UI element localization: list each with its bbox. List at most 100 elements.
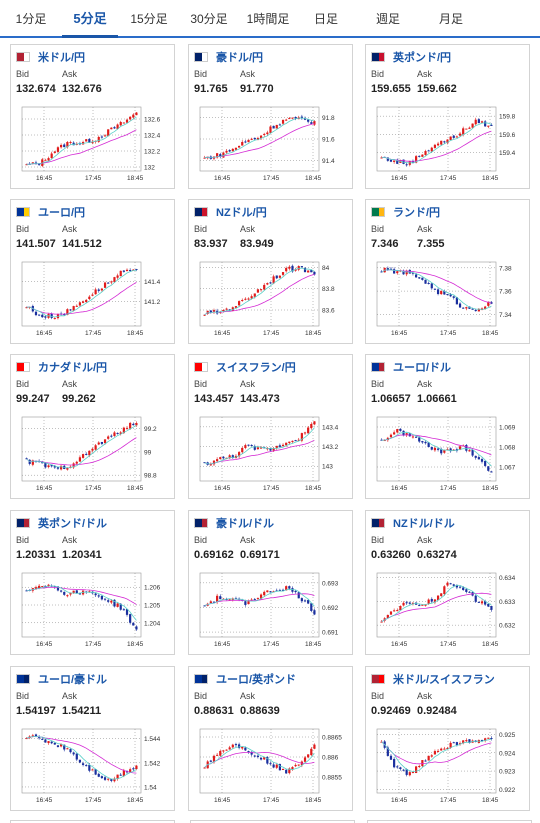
candle-body: [253, 293, 256, 297]
candle-body: [266, 448, 269, 450]
y-tick-label: 1.542: [144, 760, 161, 767]
y-tick-label: 132.4: [144, 133, 161, 140]
x-tick-label: 18:45: [127, 641, 144, 648]
pair-card[interactable]: 豪ドル/円 Bid Ask 91.765 91.770 91.8 91.6 91.4…: [188, 44, 353, 189]
pair-name[interactable]: 米ドル/円: [38, 52, 86, 64]
card-edge: [367, 820, 532, 823]
candle-body: [50, 464, 53, 467]
pair-name[interactable]: カナダドル/円: [38, 362, 108, 374]
candle-body: [225, 749, 228, 751]
tab-7[interactable]: 月足: [438, 12, 463, 26]
candle-body: [490, 606, 493, 610]
candle-body: [209, 760, 212, 762]
y-tick-label: 98.8: [144, 473, 157, 480]
tab-0[interactable]: 1分足: [15, 12, 47, 26]
candlestick-chart: 1.544 1.542 1.54 16:45 17:45 18:45: [21, 728, 161, 804]
candle-body: [310, 748, 313, 756]
candle-body: [203, 157, 206, 159]
pair-name[interactable]: 英ポンド/円: [393, 52, 452, 64]
pair-name[interactable]: 豪ドル/円: [216, 52, 264, 64]
candle-body: [110, 779, 113, 781]
tab-3[interactable]: 30分足: [190, 12, 228, 26]
candle-body: [113, 432, 116, 436]
pair-name[interactable]: スイスフラン/円: [216, 362, 296, 374]
moving-average-short: [204, 117, 315, 159]
plot-frame: [376, 106, 497, 172]
pair-card[interactable]: 英ポンド/円 Bid Ask 159.655 159.662 159.8 159.…: [365, 44, 530, 189]
tab-2[interactable]: 15分足: [130, 12, 168, 26]
tab-4[interactable]: 1時間足: [246, 12, 290, 26]
candle-body: [113, 277, 116, 283]
pair-card[interactable]: NZドル/ドル Bid Ask 0.63260 0.63274 0.634 0.6…: [365, 510, 530, 655]
moving-average-long: [204, 751, 315, 768]
pair-card[interactable]: NZドル/円 Bid Ask 83.937 83.949 84 83.8 83.6 1…: [188, 199, 353, 344]
candle-body: [440, 748, 443, 751]
candle-body: [443, 291, 446, 295]
candle-body: [253, 755, 256, 757]
candle-body: [219, 154, 222, 157]
pair-card[interactable]: ランド/円 Bid Ask 7.346 7.355 7.38 7.36 7.34 16…: [365, 199, 530, 344]
candle-body: [244, 601, 247, 605]
candle-body: [250, 444, 253, 447]
candle-body: [53, 465, 56, 468]
pair-name[interactable]: NZドル/ドル: [393, 518, 455, 530]
pair-header: 豪ドル/ドル: [194, 516, 274, 530]
plot-frame: [21, 261, 142, 327]
x-tick-label: 17:45: [440, 330, 457, 337]
pair-name[interactable]: 豪ドル/ドル: [216, 518, 275, 530]
pair-card[interactable]: ユーロ/英ポンド Bid Ask 0.88631 0.88639 0.8865 0…: [188, 666, 353, 811]
pair-name[interactable]: NZドル/円: [216, 207, 267, 219]
candle-body: [247, 298, 250, 300]
x-tick-label: 16:45: [36, 485, 53, 492]
candlestick-chart: 84 83.8 83.6 16:45 17:45 18:45: [199, 261, 335, 337]
candle-body: [440, 140, 443, 145]
tab-1[interactable]: 5分足: [62, 0, 118, 38]
candle-body: [132, 269, 135, 271]
pair-card[interactable]: スイスフラン/円 Bid Ask 143.457 143.473 143.4 14…: [188, 354, 353, 499]
candle-body: [399, 606, 402, 611]
pair-card[interactable]: ユーロ/ドル Bid Ask 1.06657 1.06661 1.069 1.06…: [365, 354, 530, 499]
pair-card[interactable]: 豪ドル/ドル Bid Ask 0.69162 0.69171 0.693 0.69…: [188, 510, 353, 655]
pair-card[interactable]: ユーロ/円 Bid Ask 141.507 141.512 141.4 141.2…: [10, 199, 175, 344]
tab-6[interactable]: 週足: [375, 12, 400, 26]
candle-body: [234, 306, 238, 308]
candle-body: [116, 275, 119, 278]
candle-body: [418, 765, 421, 768]
tab-5[interactable]: 日足: [313, 12, 338, 26]
candle-body: [56, 467, 60, 469]
candle-body: [269, 448, 272, 451]
candle-body: [228, 455, 231, 459]
pair-name[interactable]: 米ドル/スイスフラン: [393, 674, 495, 686]
candlestick-chart: 99.2 99 98.8 16:45 17:45 18:45: [21, 416, 157, 492]
x-tick-label: 18:45: [305, 797, 322, 804]
candle-body: [424, 151, 427, 155]
pair-name[interactable]: ユーロ/豪ドル: [38, 674, 108, 686]
candle-body: [294, 590, 297, 593]
pair-card[interactable]: 英ポンド/ドル Bid Ask 1.20331 1.20341 1.206 1.2…: [10, 510, 175, 655]
flag-icon: [16, 207, 30, 217]
pair-name[interactable]: ユーロ/英ポンド: [216, 674, 297, 686]
candle-body: [266, 590, 269, 593]
candle-body: [81, 301, 85, 303]
pair-name[interactable]: ユーロ/ドル: [393, 362, 452, 374]
candlestick-chart: 1.069 1.068 1.067 16:45 17:45 18:45: [376, 416, 516, 492]
candle-body: [418, 605, 421, 607]
candle-body: [436, 595, 440, 601]
pair-name[interactable]: 英ポンド/ドル: [38, 518, 108, 530]
pair-card[interactable]: 米ドル/円 Bid Ask 132.674 132.676 132.6 132.4…: [10, 44, 175, 189]
candle-body: [47, 158, 50, 161]
ask-label: Ask: [417, 69, 433, 79]
candle-body: [487, 125, 490, 127]
y-tick-label: 91.6: [322, 137, 335, 144]
candle-body: [440, 449, 443, 454]
pair-card[interactable]: カナダドル/円 Bid Ask 99.247 99.262 99.2 99 98.8…: [10, 354, 175, 499]
candle-body: [430, 446, 433, 450]
pair-name[interactable]: ユーロ/円: [38, 207, 86, 219]
pair-name[interactable]: ランド/円: [393, 207, 441, 219]
candle-body: [263, 284, 266, 290]
candle-body: [206, 310, 209, 314]
pair-card[interactable]: ユーロ/豪ドル Bid Ask 1.54197 1.54211 1.544 1.5…: [10, 666, 175, 811]
candle-body: [474, 119, 477, 125]
pair-card[interactable]: 米ドル/スイスフラン Bid Ask 0.92469 0.92484 0.925…: [365, 666, 530, 811]
y-tick-label: 0.8865: [322, 735, 342, 742]
